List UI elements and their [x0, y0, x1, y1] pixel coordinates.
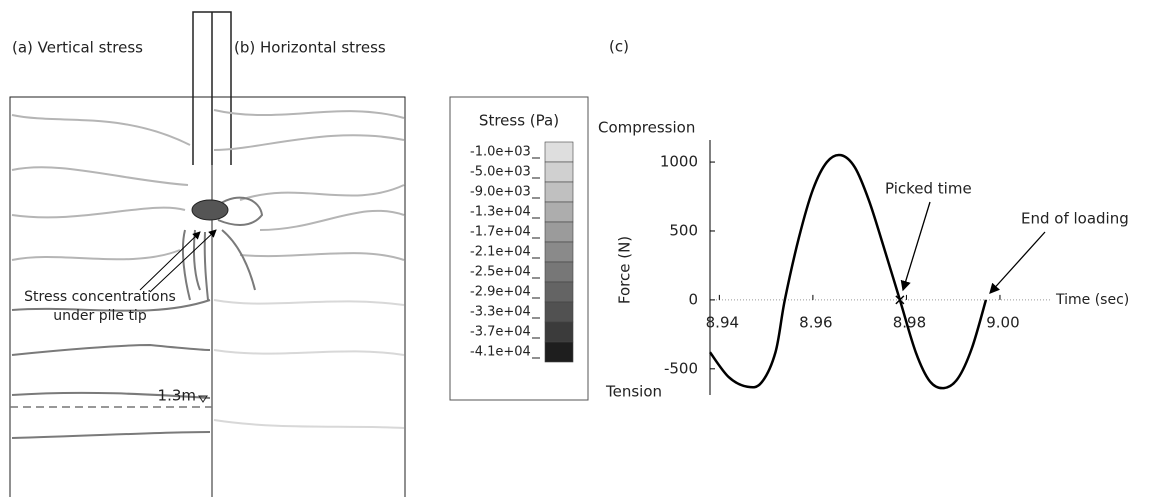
legend-label: -2.5e+04 — [470, 265, 531, 280]
y-axis-label: Force (N) — [616, 236, 634, 304]
legend-label: -2.9e+04 — [470, 285, 531, 300]
legend-label: -9.0e+03 — [470, 185, 531, 200]
legend-swatch — [544, 261, 574, 283]
y-tick-label: 500 — [669, 221, 698, 239]
legend-label: -2.1e+04 — [470, 245, 531, 260]
legend-swatch — [544, 341, 574, 363]
annotation: Picked time — [885, 180, 972, 198]
legend-swatch — [544, 141, 574, 163]
x-tick-label: 9.00 — [986, 313, 1019, 331]
annotation: End of loading — [1021, 210, 1129, 228]
legend-swatch — [544, 161, 574, 183]
legend-swatch — [544, 241, 574, 263]
legend-label: -3.7e+04 — [470, 325, 531, 340]
legend-label: -1.3e+04 — [470, 205, 531, 220]
contour-panel — [9, 11, 406, 497]
x-axis-label: Time (sec) — [1055, 292, 1129, 308]
panel-label: (a) Vertical stress — [12, 39, 143, 57]
legend-label: -4.1e+04 — [470, 345, 531, 360]
legend-label: -1.7e+04 — [470, 225, 531, 240]
x-tick-label: 8.98 — [893, 313, 926, 331]
y-tick-label: 0 — [688, 290, 698, 308]
panel-label: (c) — [609, 38, 629, 56]
legend-label: -5.0e+03 — [470, 165, 531, 180]
legend-swatch — [544, 181, 574, 203]
x-tick-label: 8.96 — [799, 313, 832, 331]
annotation-arrow — [900, 201, 931, 292]
y-tick-label: 1000 — [660, 153, 698, 171]
legend-swatch — [544, 221, 574, 243]
panel-label: (b) Horizontal stress — [234, 39, 386, 57]
depth-label: 1.3m — [158, 387, 196, 405]
legend: -1.0e+03 -5.0e+03 -9.0e+03 -1.3e+04 -1.7e+04… — [470, 141, 574, 363]
force-line — [708, 153, 988, 390]
axis-end-label: Compression — [598, 119, 695, 137]
annotation: under pile tip — [53, 308, 147, 324]
annotation-arrow — [989, 231, 1046, 294]
legend-swatch — [544, 321, 574, 343]
line-chart: -500 0 500 1000 8.94 8.96 8.98 9.00 Force (N) Tim… — [598, 119, 1129, 401]
legend-label: -1.0e+03 — [470, 145, 531, 160]
legend-swatch — [544, 201, 574, 223]
legend-title: Stress (Pa) — [479, 112, 559, 130]
picked-marker — [895, 295, 905, 305]
annotation: Stress concentrations — [24, 289, 176, 305]
axis-end-label: Tension — [605, 383, 662, 401]
legend-box — [449, 96, 589, 401]
legend-swatch — [544, 301, 574, 323]
legend-swatch — [544, 281, 574, 303]
legend-label: -3.3e+04 — [470, 305, 531, 320]
y-tick-label: -500 — [664, 359, 698, 377]
x-tick-label: 8.94 — [706, 313, 739, 331]
